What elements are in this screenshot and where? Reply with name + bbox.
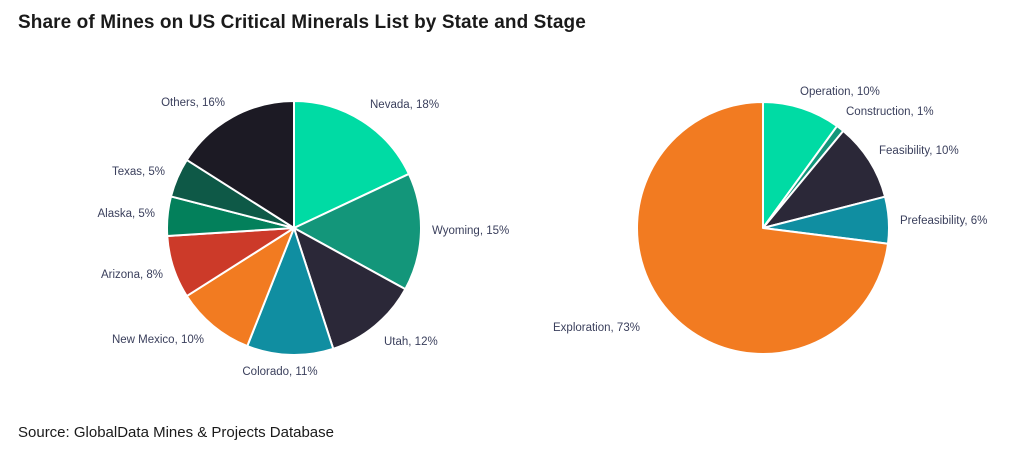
slice-label: Wyoming, 15% [432, 225, 509, 237]
pie-slice [636, 101, 890, 355]
chart-title: Share of Mines on US Critical Minerals L… [18, 12, 586, 33]
slice-label: Nevada, 18% [370, 99, 439, 111]
pie-slice [762, 101, 839, 229]
slice-label: Arizona, 8% [101, 269, 163, 281]
pie-slice [293, 172, 422, 291]
slice-label: Construction, 1% [846, 106, 934, 118]
slice-label: New Mexico, 10% [112, 334, 204, 346]
slice-label: Exploration, 73% [553, 322, 640, 334]
slice-label: Colorado, 11% [242, 366, 317, 378]
slice-label: Others, 16% [161, 97, 225, 109]
pie-slice [293, 100, 410, 229]
slice-label: Feasibility, 10% [879, 145, 959, 157]
pie-chart-1: Nevada, 18% Wyoming, 15% Utah, 12% Colorado… [97, 97, 509, 378]
source-note: Source: GlobalData Mines & Projects Data… [18, 424, 334, 441]
slice-label: Texas, 5% [112, 166, 165, 178]
pie-slice [293, 227, 407, 350]
slice-label: Utah, 12% [384, 336, 438, 348]
pie-slice [185, 100, 295, 229]
slice-label: Alaska, 5% [97, 208, 155, 220]
pie-chart-2: Operation, 10% Construction, 1% Feasibilit… [553, 86, 987, 355]
pie-slice [185, 227, 295, 348]
pie-slice [246, 227, 335, 356]
slice-label: Prefeasibility, 6% [900, 215, 987, 227]
slice-label: Operation, 10% [800, 86, 880, 98]
